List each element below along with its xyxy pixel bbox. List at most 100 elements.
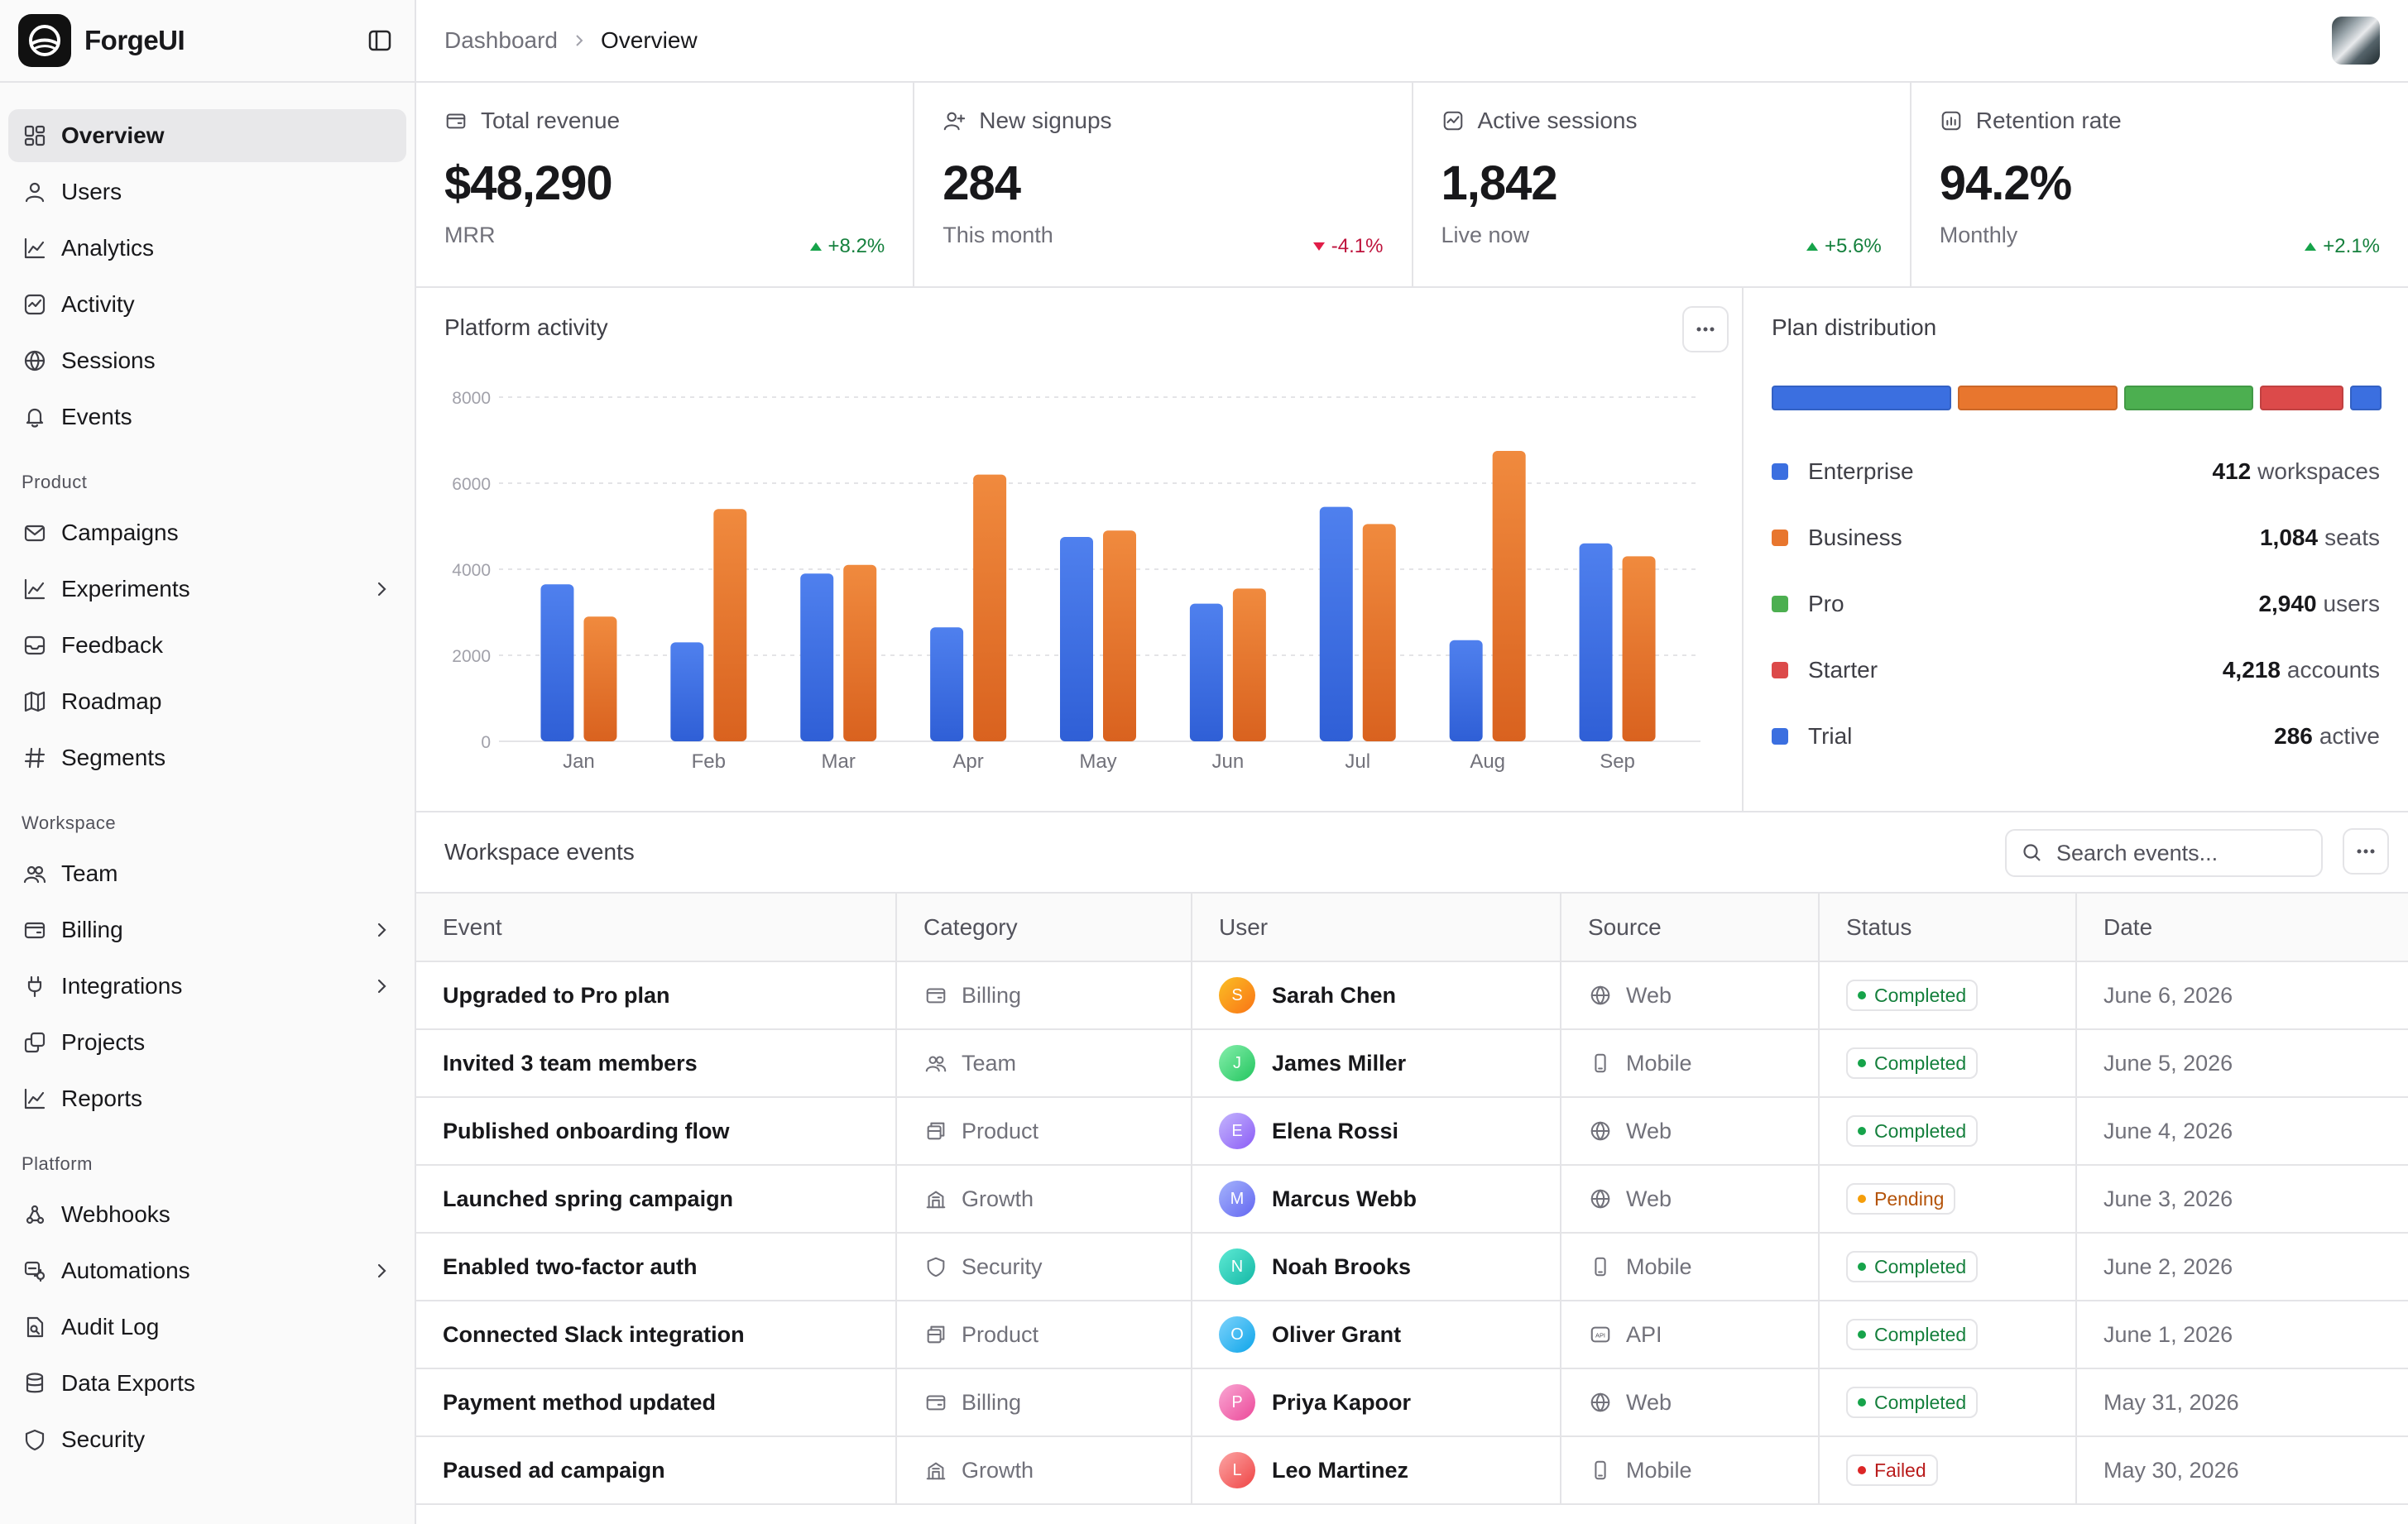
sidebar-item-experiments[interactable]: Experiments (8, 563, 406, 616)
user-avatar[interactable]: N (1219, 1248, 1255, 1285)
sidebar-item-roadmap[interactable]: Roadmap (8, 675, 406, 728)
kpi-value: 94.2% (1939, 156, 2072, 210)
status-dot (1858, 1195, 1866, 1203)
trend-up-icon (1806, 242, 1819, 251)
breadcrumb-overview: Overview (600, 27, 698, 53)
sidebar-item-team[interactable]: Team (8, 847, 406, 900)
table-row[interactable]: Connected Slack integration Product O Olive… (416, 1301, 2408, 1369)
bar-jun-series-2[interactable] (1232, 588, 1266, 741)
sidebar-item-overview[interactable]: Overview (8, 109, 406, 162)
globe-icon (1588, 1390, 1613, 1415)
chevron-right-icon[interactable] (370, 975, 393, 998)
bar-may-series-1[interactable] (1060, 537, 1093, 741)
chevron-right-icon[interactable] (370, 918, 393, 942)
sidebar-item-events[interactable]: Events (8, 391, 406, 443)
sidebar-item-feedback[interactable]: Feedback (8, 619, 406, 672)
chart-more-button[interactable] (1682, 306, 1729, 352)
kpi-label: New signups (979, 108, 1112, 133)
grid-icon (22, 122, 48, 149)
sidebar-item-webhooks[interactable]: Webhooks (8, 1188, 406, 1241)
table-row[interactable]: Invited 3 team members Team J James Miller M… (416, 1029, 2408, 1098)
bar-jul-series-1[interactable] (1319, 506, 1353, 741)
sidebar-item-automations[interactable]: Automations (8, 1244, 406, 1297)
search-events-input[interactable]: Search events... (2005, 829, 2323, 877)
user-avatar[interactable]: S (1219, 977, 1255, 1014)
sidebar-item-billing[interactable]: Billing (8, 903, 406, 956)
plan-count: 4,218 (2222, 657, 2281, 683)
category-wrap: Growth (923, 1186, 1164, 1212)
plan-segment-business[interactable] (1958, 386, 2118, 410)
sidebar-item-campaigns[interactable]: Campaigns (8, 506, 406, 559)
sidebar-item-users[interactable]: Users (8, 165, 406, 218)
chevron-right-icon[interactable] (370, 1259, 393, 1282)
bar-apr-series-1[interactable] (930, 627, 964, 741)
plan-segment-enterprise[interactable] (1772, 386, 1952, 410)
user-name: James Miller (1272, 1050, 1407, 1076)
plan-segment-pro[interactable] (2124, 386, 2254, 410)
sidebar-item-sessions[interactable]: Sessions (8, 334, 406, 387)
table-row[interactable]: Published onboarding flow Product E Elena R… (416, 1097, 2408, 1166)
bar-mar-series-2[interactable] (843, 564, 877, 741)
sidebar-item-data-exports[interactable]: Data Exports (8, 1357, 406, 1410)
wallet-icon (444, 108, 469, 133)
table-row[interactable]: Payment method updated Billing P Priya Kapo… (416, 1368, 2408, 1437)
table-row[interactable]: Paused ad campaign Growth L Leo Martinez Mob… (416, 1436, 2408, 1505)
user-cell: P Priya Kapoor (1192, 1368, 1561, 1437)
users-icon (22, 860, 48, 887)
bar-feb-series-1[interactable] (670, 642, 704, 741)
status-badge: Completed (1846, 1387, 1979, 1418)
bar-aug-series-1[interactable] (1449, 640, 1483, 741)
bar-sep-series-2[interactable] (1622, 556, 1656, 741)
bar-jan-series-2[interactable] (583, 616, 617, 741)
platform-activity-panel: Platform activity 0 2000 4000 6000 8000 Jan Fe… (416, 288, 1744, 812)
user-avatar[interactable]: E (1219, 1113, 1255, 1149)
bar-apr-series-2[interactable] (973, 474, 1007, 741)
user-avatar[interactable]: O (1219, 1316, 1255, 1353)
sidebar-item-label: Campaigns (61, 520, 179, 545)
column-header-category[interactable]: Category (896, 894, 1192, 962)
kpi-row: Total revenue $48,290 MRR +8.2% New signups 2… (416, 83, 2408, 288)
mail-icon (22, 520, 48, 546)
bar-mar-series-1[interactable] (800, 573, 834, 741)
sidebar-item-activity[interactable]: Activity (8, 278, 406, 331)
bar-may-series-2[interactable] (1103, 530, 1136, 741)
sidebar-item-integrations[interactable]: Integrations (8, 960, 406, 1013)
table-row[interactable]: Launched spring campaign Growth M Marcus We… (416, 1165, 2408, 1234)
column-header-event[interactable]: Event (416, 894, 897, 962)
user-avatar[interactable]: L (1219, 1452, 1255, 1488)
column-header-status[interactable]: Status (1819, 894, 2077, 962)
chevron-right-icon[interactable] (370, 577, 393, 601)
table-row[interactable]: Enabled two-factor auth Security N Noah Bro… (416, 1233, 2408, 1301)
column-header-date[interactable]: Date (2076, 894, 2408, 962)
line-chart-icon (22, 235, 48, 261)
sidebar-nav: Overview Users Analytics Activity Sessions Ev… (0, 83, 415, 1466)
bar-jun-series-1[interactable] (1189, 603, 1223, 741)
table-row[interactable]: Upgraded to Pro plan Billing S Sarah Chen We… (416, 961, 2408, 1030)
sidebar-toggle-icon[interactable] (363, 24, 396, 57)
bar-jul-series-2[interactable] (1362, 524, 1396, 741)
topbar: Dashboard Overview (416, 0, 2408, 83)
sidebar-item-reports[interactable]: Reports (8, 1072, 406, 1125)
sidebar-item-segments[interactable]: Segments (8, 731, 406, 784)
user-avatar[interactable]: P (1219, 1384, 1255, 1421)
forgeui-logo-icon[interactable] (18, 14, 71, 67)
x-tick-label: Jun (1212, 750, 1245, 773)
sidebar-item-analytics[interactable]: Analytics (8, 222, 406, 275)
sidebar-item-security[interactable]: Security (8, 1413, 406, 1466)
bar-jan-series-1[interactable] (540, 584, 574, 741)
column-header-source[interactable]: Source (1561, 894, 1820, 962)
sidebar-item-projects[interactable]: Projects (8, 1016, 406, 1069)
bar-aug-series-2[interactable] (1492, 451, 1526, 741)
column-header-user[interactable]: User (1192, 894, 1561, 962)
plan-segment-starter[interactable] (2260, 386, 2344, 410)
sidebar-item-audit-log[interactable]: Audit Log (8, 1301, 406, 1354)
kpi-card-total-revenue: Total revenue $48,290 MRR +8.2% (416, 83, 915, 286)
plan-segment-trial[interactable] (2350, 386, 2382, 410)
user-avatar[interactable]: J (1219, 1045, 1255, 1081)
bar-feb-series-2[interactable] (713, 509, 747, 741)
user-avatar[interactable] (2332, 17, 2380, 65)
bar-sep-series-1[interactable] (1579, 543, 1613, 741)
events-more-button[interactable] (2343, 828, 2389, 875)
breadcrumb-dashboard[interactable]: Dashboard (444, 27, 558, 53)
user-avatar[interactable]: M (1219, 1181, 1255, 1217)
